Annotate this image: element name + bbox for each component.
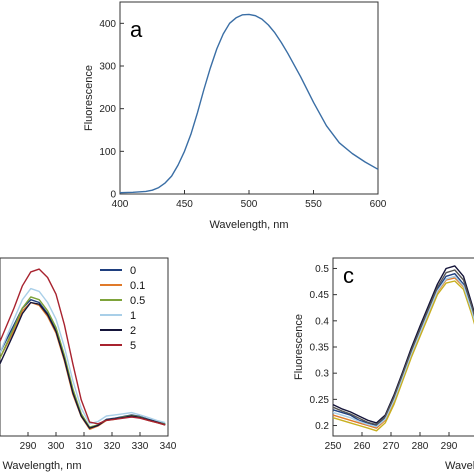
x-tick-label: 250 [325, 441, 342, 452]
c-series-line-2 [332, 280, 474, 432]
y-axis-label-c: Fluorescence [293, 314, 305, 380]
legend-label: 0.5 [130, 295, 145, 307]
legend-label: 0 [130, 265, 136, 277]
x-tick-label: 450 [176, 199, 193, 210]
x-tick-label: 300 [48, 441, 65, 452]
legend-b: 0 0.1 0.5 1 2 5 [100, 265, 145, 352]
x-tick-label: 260 [354, 441, 371, 452]
c-series-line-5 [332, 269, 474, 426]
plot-frame-c [332, 257, 474, 437]
y-tick-label: 0.35 [310, 343, 330, 354]
x-tick-label: 290 [441, 441, 458, 452]
b-series-line-5 [0, 268, 166, 426]
b-series-line-3 [0, 287, 166, 425]
x-tick-label: 270 [383, 441, 400, 452]
x-axis-label-c: Wavelength [445, 460, 474, 472]
x-tick-label: 400 [112, 199, 129, 210]
panel-letter-a: a [130, 17, 143, 42]
panel-a: a 400 450 500 550 600 0 100 200 300 400 Wavelengt… [83, 1, 387, 231]
series-lines-b [0, 268, 166, 430]
y-tick-label: 100 [99, 147, 116, 158]
y-tick-label: 0.2 [315, 421, 329, 432]
a-series-line-0 [119, 13, 379, 194]
x-tick-label: 500 [241, 199, 258, 210]
legend-label: 5 [130, 340, 136, 352]
y-axis-label-a: Fluorescence [83, 65, 95, 131]
x-tick-label: 280 [412, 441, 429, 452]
c-series-line-4 [332, 265, 474, 424]
axis-ticks-b: 290 300 310 320 330 340 [20, 432, 177, 452]
plot-frame-a [119, 1, 379, 195]
axis-ticks-a: 400 450 500 550 600 0 100 200 300 400 [99, 19, 386, 210]
x-tick-label: 310 [76, 441, 93, 452]
legend-label: 1 [130, 310, 136, 322]
x-tick-label: 330 [132, 441, 149, 452]
x-tick-label: 320 [104, 441, 121, 452]
y-tick-label: 0.3 [315, 369, 329, 380]
y-tick-label: 0.4 [315, 316, 329, 327]
x-tick-label: 340 [160, 441, 177, 452]
c-series-line-3 [332, 275, 474, 428]
y-tick-label: 0 [110, 190, 116, 201]
y-tick-label: 0.5 [315, 264, 329, 275]
c-series-line-1 [332, 277, 474, 429]
y-tick-label: 0.25 [310, 395, 330, 406]
y-tick-label: 300 [99, 62, 116, 73]
y-tick-label: 200 [99, 104, 116, 115]
series-lines-c [332, 265, 474, 432]
y-tick-label: 0.45 [310, 290, 330, 301]
x-tick-label: 550 [305, 199, 322, 210]
c-series-line-0 [332, 273, 474, 427]
b-series-line-0 [0, 299, 166, 429]
panel-b: 290 300 310 320 330 340 0 0.1 0.5 1 2 5 Wavelength… [0, 257, 177, 472]
legend-label: 0.1 [130, 280, 145, 292]
x-axis-label-a: Wavelength, nm [209, 219, 288, 231]
panel-c: c 250 260 270 280 290 0.2 0.25 0.3 0.35 0.4 0.45 0.… [293, 257, 474, 472]
axis-ticks-c: 250 260 270 280 290 0.2 0.25 0.3 0.35 0.4 0.45 0.5 [310, 264, 458, 452]
x-tick-label: 600 [370, 199, 387, 210]
panel-letter-c: c [343, 263, 354, 288]
x-axis-label-b: Wavelength, nm [2, 460, 81, 472]
legend-label: 2 [130, 325, 136, 337]
y-tick-label: 400 [99, 19, 116, 30]
b-series-line-2 [0, 296, 166, 428]
x-tick-label: 290 [20, 441, 37, 452]
series-lines-a [119, 13, 379, 194]
